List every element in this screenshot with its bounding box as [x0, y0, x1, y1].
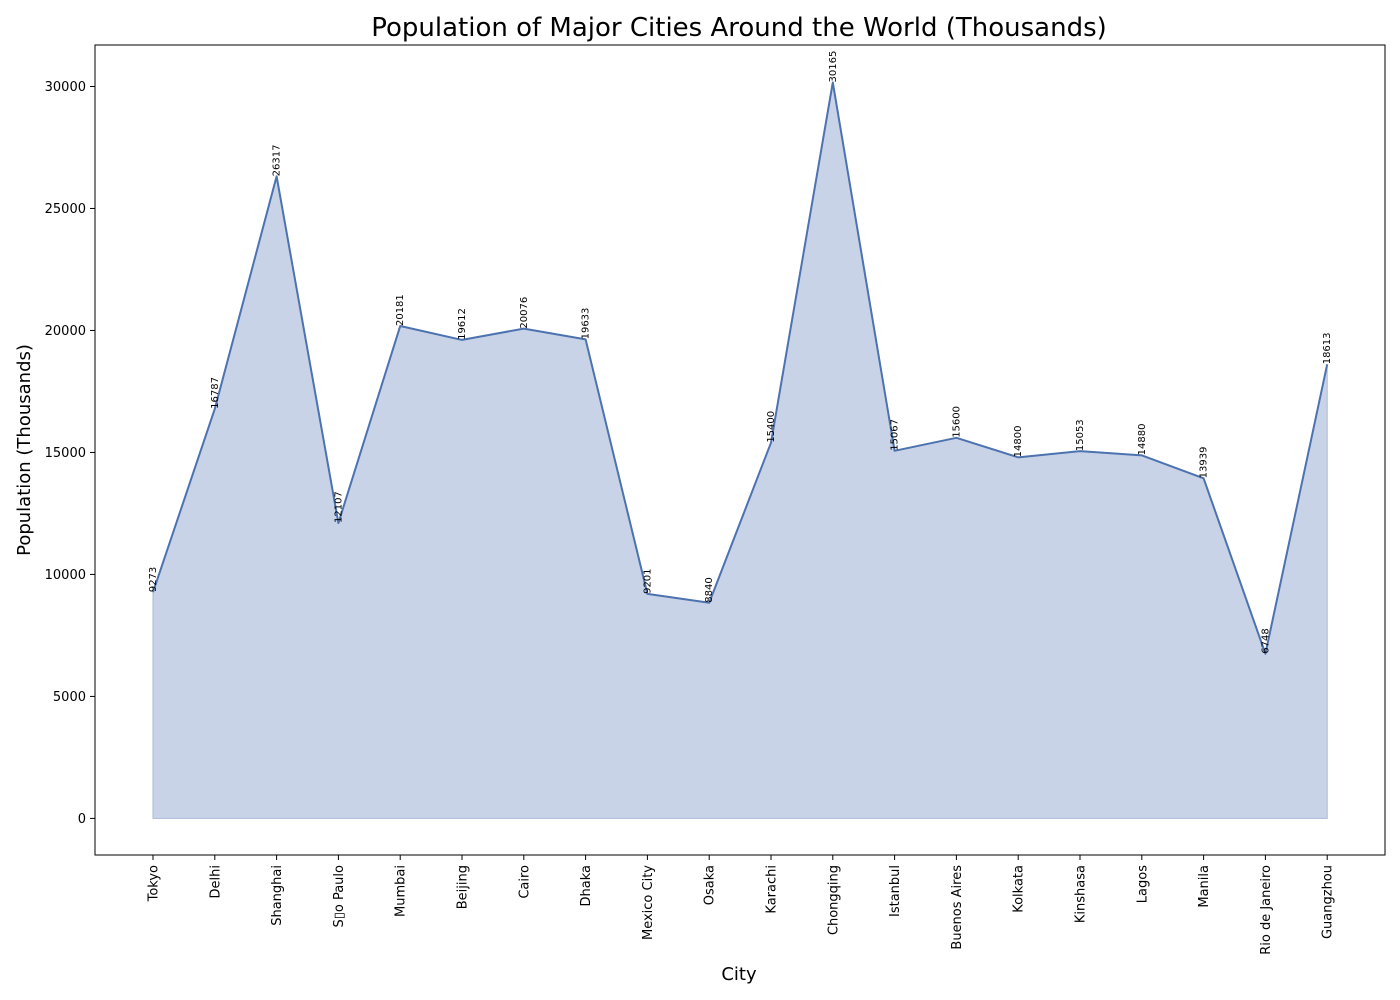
data-label-1: 16787 — [210, 377, 221, 409]
data-label-12: 15067 — [890, 419, 901, 451]
x-tick-label-7: Dhaka — [579, 865, 594, 906]
x-tick-label-6: Cairo — [517, 865, 532, 899]
x-tick-label-19: Guangzhou — [1321, 865, 1336, 939]
x-tick-label-18: Rio de Janeiro — [1259, 865, 1274, 955]
x-tick-label-15: Kinshasa — [1074, 865, 1089, 923]
x-tick-label-9: Osaka — [703, 865, 718, 905]
y-tick-label-5000: 5000 — [53, 690, 86, 705]
y-tick-label-15000: 15000 — [45, 446, 86, 461]
y-tick-label-10000: 10000 — [45, 568, 86, 583]
series-line — [152, 81, 1329, 655]
data-label-8: 9201 — [642, 568, 653, 593]
x-tick-label-1: Delhi — [208, 865, 223, 898]
y-tick-label-30000: 30000 — [45, 80, 86, 95]
data-label-13: 15600 — [951, 406, 962, 438]
x-tick-label-12: Istanbul — [888, 865, 903, 917]
x-tick-label-3: S▯o Paulo — [332, 865, 347, 928]
data-label-9: 8840 — [704, 577, 715, 602]
data-label-15: 15053 — [1075, 419, 1086, 451]
data-label-10: 15400 — [766, 411, 777, 443]
data-label-18: 6748 — [1260, 628, 1271, 653]
data-label-16: 14880 — [1137, 424, 1148, 456]
area-fill — [152, 82, 1328, 819]
x-tick-label-8: Mexico City — [641, 865, 656, 940]
chart-title: Population of Major Cities Around the Wo… — [371, 13, 1107, 43]
data-label-4: 20181 — [395, 294, 406, 326]
x-tick-label-10: Karachi — [765, 865, 780, 914]
y-tick-label-25000: 25000 — [45, 202, 86, 217]
x-tick-label-17: Manila — [1197, 865, 1212, 908]
y-tick-label-0: 0 — [78, 812, 86, 827]
x-tick-label-16: Lagos — [1135, 865, 1150, 903]
x-tick-label-5: Beijing — [456, 865, 471, 909]
data-label-3: 12107 — [333, 491, 344, 523]
x-tick-label-2: Shanghai — [270, 865, 285, 926]
data-label-6: 20076 — [519, 297, 530, 329]
data-label-2: 26317 — [272, 145, 283, 177]
data-label-11: 30165 — [828, 51, 839, 83]
x-tick-label-13: Buenos Aires — [950, 865, 965, 950]
x-tick-label-0: Tokyo — [147, 865, 162, 902]
data-label-0: 9273 — [148, 567, 159, 592]
data-label-17: 13939 — [1199, 447, 1210, 479]
data-label-19: 18613 — [1322, 332, 1333, 364]
y-tick-label-20000: 20000 — [45, 324, 86, 339]
data-label-7: 19633 — [581, 308, 592, 340]
x-axis-label: City — [721, 964, 757, 985]
data-label-14: 14800 — [1013, 426, 1024, 458]
data-label-5: 19612 — [457, 308, 468, 340]
plot-area: 9273 16787 26317 12107 20181 19612 20076 19633 9… — [45, 44, 1386, 955]
plot-frame — [94, 44, 1386, 856]
x-tick-label-4: Mumbai — [394, 865, 409, 917]
y-axis-label: Population (Thousands) — [14, 344, 35, 556]
x-tick-label-14: Kolkata — [1012, 865, 1027, 913]
x-tick-label-11: Chongqing — [826, 865, 841, 935]
